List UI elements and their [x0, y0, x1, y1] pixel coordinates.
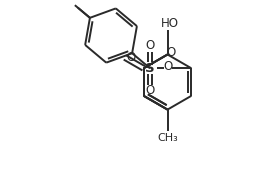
Text: O: O [145, 84, 155, 97]
Text: S: S [145, 62, 155, 75]
Text: O: O [163, 60, 172, 73]
Text: O: O [167, 46, 176, 59]
Text: O: O [126, 51, 135, 64]
Text: HO: HO [160, 16, 178, 30]
Text: O: O [145, 39, 155, 52]
Text: CH₃: CH₃ [157, 133, 178, 143]
